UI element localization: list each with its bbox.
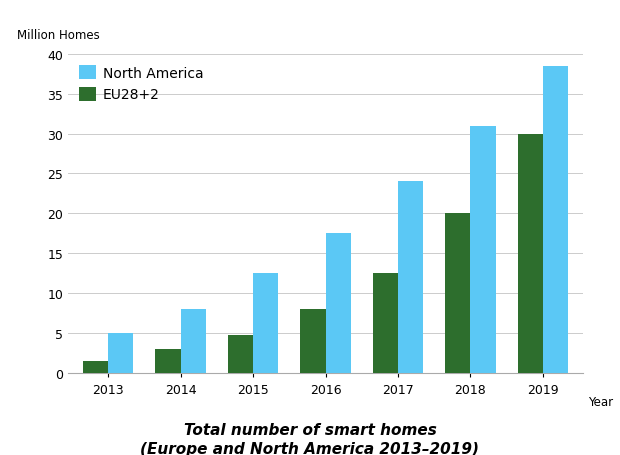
Bar: [180, 309, 206, 373]
Text: Million Homes: Million Homes: [17, 29, 99, 42]
Bar: [228, 336, 253, 373]
Bar: [300, 309, 326, 373]
Text: Total number of smart homes: Total number of smart homes: [184, 423, 436, 437]
Bar: [326, 234, 351, 373]
Bar: [155, 349, 180, 373]
Bar: [108, 333, 133, 373]
Bar: [471, 126, 496, 373]
Bar: [543, 66, 569, 373]
Bar: [445, 214, 471, 373]
Text: Year: Year: [588, 395, 613, 409]
Bar: [398, 182, 423, 373]
Bar: [518, 134, 543, 373]
Bar: [82, 361, 108, 373]
Bar: [373, 273, 398, 373]
Legend: North America, EU28+2: North America, EU28+2: [75, 61, 208, 106]
Text: (Europe and North America 2013–2019): (Europe and North America 2013–2019): [141, 441, 479, 455]
Bar: [253, 273, 278, 373]
